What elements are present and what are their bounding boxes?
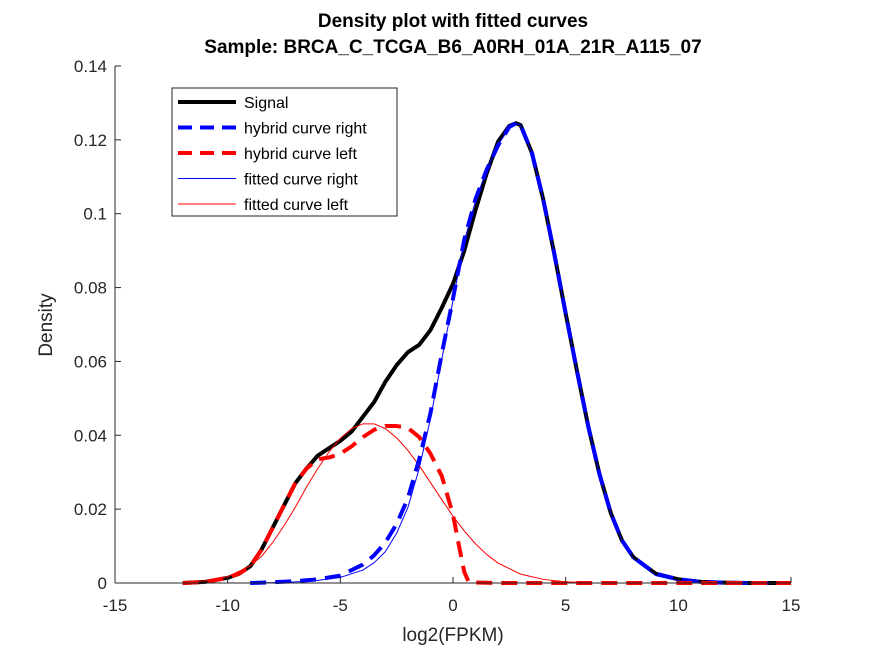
legend-label: Signal [244, 95, 288, 112]
x-tick-label: 0 [448, 596, 457, 615]
legend-label: hybrid curve left [244, 146, 357, 163]
y-tick-label: 0.12 [74, 131, 107, 150]
series-layer [182, 121, 791, 585]
legend-label: hybrid curve right [244, 121, 367, 138]
y-tick-label: 0.02 [74, 500, 107, 519]
y-tick-label: 0.08 [74, 279, 107, 298]
y-ticks: 0 0.02 0.04 0.06 0.08 0.1 0.12 0.14 [74, 57, 121, 593]
legend: Signal hybrid curve right hybrid curve lef… [171, 87, 398, 217]
y-tick-label: 0 [98, 574, 107, 593]
y-tick-label: 0.14 [74, 57, 107, 76]
x-tick-label: -10 [215, 596, 240, 615]
chart-subtitle: Sample: BRCA_C_TCGA_B6_A0RH_01A_21R_A115… [204, 37, 701, 58]
x-tick-label: 10 [669, 596, 688, 615]
legend-box [171, 87, 398, 217]
x-tick-label: 5 [561, 596, 570, 615]
series-line-hybrid-curve-left [182, 424, 791, 585]
y-tick-label: 0.06 [74, 352, 107, 371]
chart-title: Density plot with fitted curves [318, 11, 588, 32]
y-axis-label: Density [36, 293, 57, 357]
x-tick-label: -5 [333, 596, 348, 615]
x-ticks: -15 -10 -5 0 5 10 15 [103, 577, 801, 615]
series-line-hybrid-curve-right [250, 121, 769, 585]
x-tick-label: -15 [103, 596, 128, 615]
x-tick-label: 15 [782, 596, 801, 615]
legend-label: fitted curve right [244, 172, 358, 189]
y-tick-label: 0.1 [83, 205, 107, 224]
y-tick-label: 0.04 [74, 426, 107, 445]
legend-label: fitted curve left [244, 197, 349, 214]
x-axis-label: log2(FPKM) [402, 625, 503, 646]
series-line-fitted-curve-left [182, 423, 589, 584]
